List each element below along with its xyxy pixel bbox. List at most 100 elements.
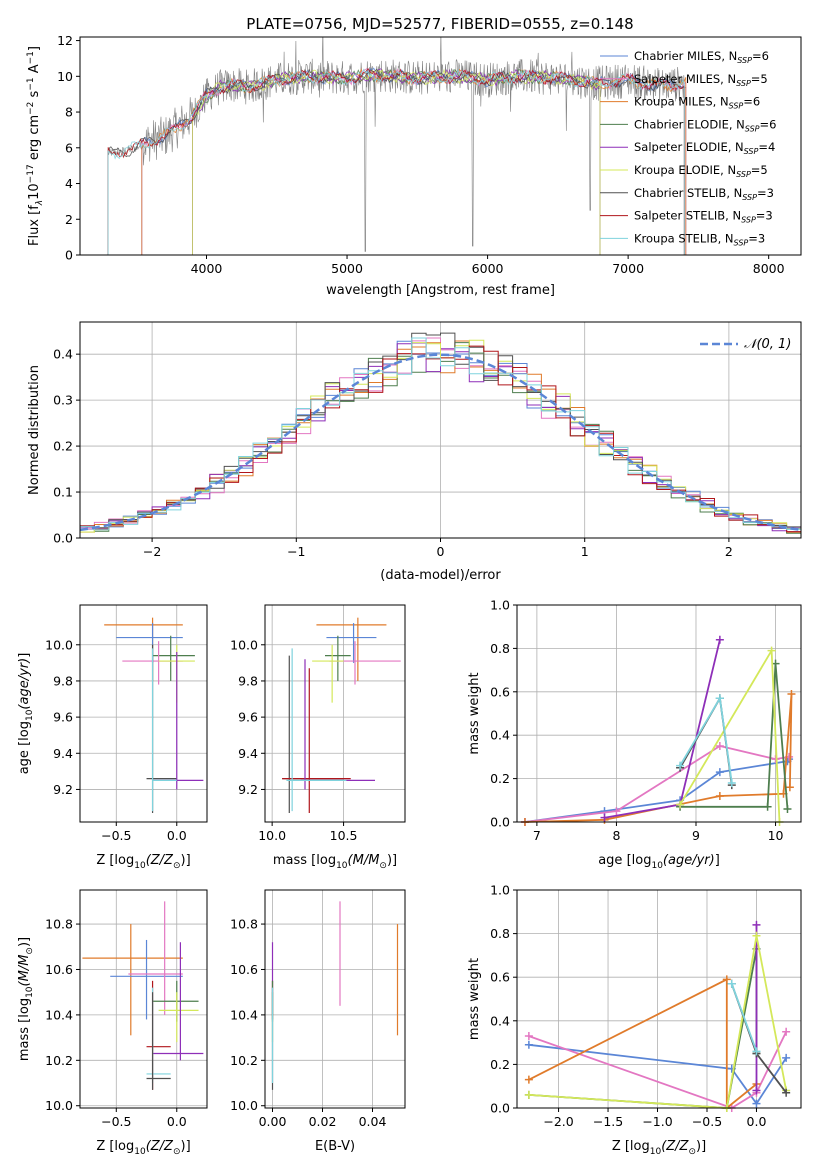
x-tick-label: 10.5 bbox=[330, 828, 358, 843]
normal-curve bbox=[79, 353, 802, 532]
plot-area bbox=[524, 920, 791, 1112]
plot-area bbox=[79, 332, 802, 534]
y-tick-label: 0.2 bbox=[53, 439, 73, 454]
x-tick-label: 1 bbox=[581, 544, 589, 559]
y-tick-label: 1.0 bbox=[490, 883, 510, 898]
y-tick-label: 9.8 bbox=[53, 673, 73, 688]
y-axis-label: mass weight bbox=[467, 958, 482, 1040]
x-tick-label: −2 bbox=[143, 544, 161, 559]
legend-label: Kroupa ELODIE, NSSP=5 bbox=[634, 163, 768, 179]
weight-marker bbox=[752, 1047, 761, 1056]
x-tick-label: −0.5 bbox=[101, 1114, 131, 1129]
weight-marker bbox=[715, 694, 724, 703]
y-tick-label: 2 bbox=[65, 212, 73, 227]
y-axis-label: Normed distribution bbox=[27, 365, 42, 495]
y-tick-label: 9.6 bbox=[53, 710, 73, 725]
y-tick-label: 10.4 bbox=[45, 1007, 73, 1022]
y-tick-label: 4 bbox=[65, 176, 73, 191]
y-tick-label: 12 bbox=[57, 33, 73, 48]
weight-line-kroupa_miles bbox=[524, 693, 793, 823]
y-tick-label: 0.6 bbox=[490, 970, 510, 985]
y-tick-label: 0.0 bbox=[53, 531, 73, 546]
weight-marker bbox=[782, 1027, 791, 1036]
plot-area bbox=[282, 617, 401, 813]
plot-frame bbox=[264, 889, 406, 1109]
mass-vs-metallicity-panel: −0.5 0.0 10.0 10.2 10.4 10.6 10.8 Z [log10(Z/Z⊙… bbox=[17, 889, 208, 1157]
residual-histogram-panel: −2 −1 0 1 2 0.0 0.1 0.2 0.3 0.4 (data-model)/error… bbox=[27, 321, 802, 583]
weight-line-kroupa_elodie bbox=[528, 935, 788, 1109]
y-tick-label: 0.3 bbox=[53, 393, 73, 408]
y-tick-label: 0.4 bbox=[53, 347, 73, 362]
y-tick-label: 0.4 bbox=[490, 1013, 510, 1028]
y-tick-label: 10.0 bbox=[230, 637, 258, 652]
y-axis-label: Flux [fλ10−17 erg cm−2 s−1 A−1] bbox=[26, 46, 45, 246]
weight-line-salpeter_miles bbox=[528, 1031, 788, 1109]
y-tick-label: 10.2 bbox=[45, 1053, 73, 1068]
weight-vs-metallicity-panel: −2.0 −1.5 −1.0 −0.5 0.0 0.0 0.2 0.4 0.6 0.8 1.0 Z [… bbox=[467, 883, 802, 1157]
y-tick-label: 10.6 bbox=[45, 962, 73, 977]
y-tick-label: 10.8 bbox=[230, 917, 258, 932]
x-tick-label: 0.00 bbox=[259, 1114, 287, 1129]
legend-label: Chabrier MILES, NSSP=6 bbox=[634, 49, 769, 65]
x-tick-label: 10 bbox=[768, 828, 784, 843]
weight-marker bbox=[722, 975, 731, 984]
y-tick-label: 0.8 bbox=[490, 926, 510, 941]
plot-area bbox=[271, 901, 399, 1090]
x-tick-label: 2 bbox=[725, 544, 733, 559]
legend-label: Chabrier ELODIE, NSSP=6 bbox=[634, 117, 776, 133]
weight-marker bbox=[767, 646, 776, 655]
legend-label: Salpeter STELIB, NSSP=3 bbox=[634, 209, 773, 225]
weight-marker bbox=[676, 761, 685, 770]
plot-area bbox=[82, 901, 204, 1090]
age-vs-metallicity-panel: −0.5 0.0 9.2 9.4 9.6 9.8 10.0 Z [log10(Z/Z⊙)] ag… bbox=[17, 604, 208, 871]
x-tick-label: 8000 bbox=[753, 261, 785, 276]
weight-marker bbox=[763, 802, 772, 811]
age-vs-mass-panel: 10.0 10.5 9.2 9.4 9.6 9.8 10.0 mass [log10(M/M⊙… bbox=[230, 604, 406, 871]
x-tick-label: 5000 bbox=[331, 261, 363, 276]
weight-marker bbox=[715, 768, 724, 777]
weight-marker bbox=[524, 1032, 533, 1041]
weight-marker bbox=[752, 931, 761, 940]
model-spectrum-chabrier_stelib bbox=[107, 68, 685, 255]
x-tick-label: 0 bbox=[437, 544, 445, 559]
y-axis-label: mass weight bbox=[467, 672, 482, 754]
y-tick-label: 9.4 bbox=[238, 746, 258, 761]
model-spectrum-chabrier_elodie bbox=[192, 69, 601, 255]
legend-label: 𝒩(0, 1) bbox=[744, 337, 791, 352]
x-tick-label: 0.0 bbox=[167, 1114, 187, 1129]
legend-label: Salpeter MILES, NSSP=5 bbox=[634, 72, 768, 88]
plot-frame bbox=[79, 321, 802, 539]
spectrum-panel: 4000 5000 6000 7000 8000 0 2 4 6 8 10 12 wavelength … bbox=[26, 33, 802, 298]
y-tick-label: 0.4 bbox=[490, 728, 510, 743]
mass-vs-ebv-panel: 0.00 0.02 0.04 10.0 10.2 10.4 10.6 10.8 E(B-V) bbox=[230, 889, 406, 1154]
weight-marker bbox=[524, 1090, 533, 1099]
plot-area bbox=[107, 37, 687, 255]
y-tick-label: 0.8 bbox=[490, 641, 510, 656]
x-axis-label: E(B-V) bbox=[315, 1139, 355, 1154]
y-tick-label: 9.2 bbox=[53, 782, 73, 797]
x-tick-label: 9 bbox=[692, 828, 700, 843]
weight-marker bbox=[752, 920, 761, 929]
x-axis-label: wavelength [Angstrom, rest frame] bbox=[326, 283, 555, 298]
x-tick-label: −2.0 bbox=[543, 1114, 573, 1129]
y-tick-label: 10.0 bbox=[45, 1098, 73, 1113]
x-axis-label: (data-model)/error bbox=[380, 568, 501, 583]
weight-line-salpeter_miles bbox=[524, 745, 790, 823]
legend-label: Chabrier STELIB, NSSP=3 bbox=[634, 186, 774, 202]
y-tick-label: 6 bbox=[65, 140, 73, 155]
y-tick-label: 8 bbox=[65, 105, 73, 120]
weight-marker bbox=[715, 742, 724, 751]
weight-marker bbox=[727, 778, 736, 787]
x-axis-label: age [log10(age/yr)] bbox=[598, 853, 720, 871]
weight-marker bbox=[782, 1088, 791, 1097]
y-tick-label: 10.0 bbox=[230, 1098, 258, 1113]
y-tick-label: 0.2 bbox=[490, 771, 510, 786]
weight-line-chabrier_elodie bbox=[680, 663, 789, 810]
weight-marker bbox=[782, 1053, 791, 1062]
y-axis-label: mass [log10(M/M⊙)] bbox=[17, 937, 35, 1061]
plot-frame bbox=[79, 604, 208, 823]
legend-label: Salpeter ELODIE, NSSP=4 bbox=[634, 140, 775, 156]
weight-marker bbox=[752, 1086, 761, 1095]
plot-frame bbox=[516, 604, 802, 823]
